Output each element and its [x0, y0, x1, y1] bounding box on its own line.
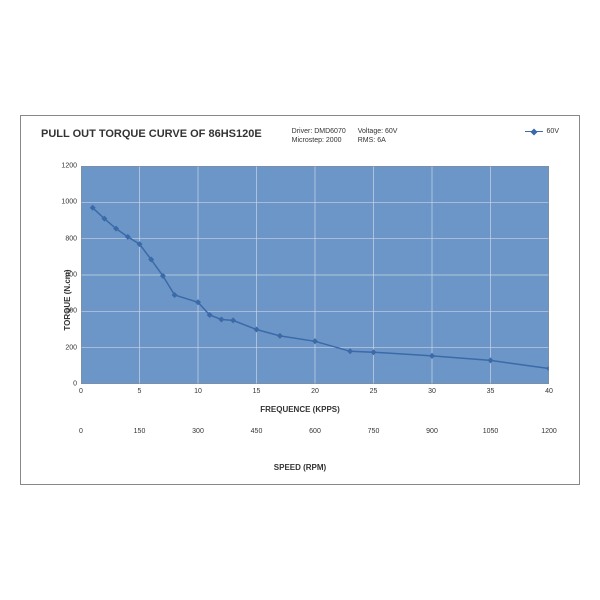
x-tick-freq: 35 [487, 388, 495, 395]
y-tick: 800 [53, 235, 77, 242]
x-tick-freq: 0 [79, 388, 83, 395]
y-tick: 200 [53, 344, 77, 351]
x-tick-speed: 300 [192, 428, 204, 435]
y-axis-label: TORQUE (N.cm) [63, 269, 72, 330]
plot-area [81, 166, 549, 384]
legend-label: 60V [547, 128, 559, 135]
plot-svg [81, 166, 549, 384]
chart-frame: PULL OUT TORQUE CURVE OF 86HS120E Driver… [20, 115, 580, 485]
x-axis-label-1: FREQUENCE (KPPS) [260, 405, 340, 414]
x-tick-freq: 10 [194, 388, 202, 395]
x-tick-speed: 1050 [483, 428, 499, 435]
x-tick-speed: 1200 [541, 428, 557, 435]
y-tick: 1200 [53, 163, 77, 170]
x-tick-speed: 750 [368, 428, 380, 435]
y-tick: 0 [53, 381, 77, 388]
legend-marker-icon [525, 131, 543, 132]
meta-driver: Driver: DMD6070 [292, 128, 346, 135]
x-tick-freq: 15 [253, 388, 261, 395]
y-tick: 400 [53, 308, 77, 315]
x-tick-freq: 40 [545, 388, 553, 395]
x-tick-speed: 900 [426, 428, 438, 435]
x-tick-freq: 5 [138, 388, 142, 395]
x-tick-freq: 30 [428, 388, 436, 395]
x-tick-speed: 0 [79, 428, 83, 435]
y-tick: 600 [53, 272, 77, 279]
x-axis-label-2: SPEED (RPM) [274, 463, 326, 472]
meta-voltage: Voltage: 60V [358, 128, 398, 135]
chart-title: PULL OUT TORQUE CURVE OF 86HS120E [41, 128, 262, 140]
meta-microstep: Microstep: 2000 [292, 137, 346, 144]
chart-header: PULL OUT TORQUE CURVE OF 86HS120E Driver… [41, 128, 559, 144]
y-tick: 1000 [53, 199, 77, 206]
legend: 60V [525, 128, 559, 135]
x-tick-freq: 25 [370, 388, 378, 395]
x-tick-speed: 150 [134, 428, 146, 435]
chart-meta: Driver: DMD6070 Voltage: 60V Microstep: … [292, 128, 398, 144]
x-tick-speed: 600 [309, 428, 321, 435]
x-tick-speed: 450 [251, 428, 263, 435]
x-tick-freq: 20 [311, 388, 319, 395]
meta-rms: RMS: 6A [358, 137, 398, 144]
